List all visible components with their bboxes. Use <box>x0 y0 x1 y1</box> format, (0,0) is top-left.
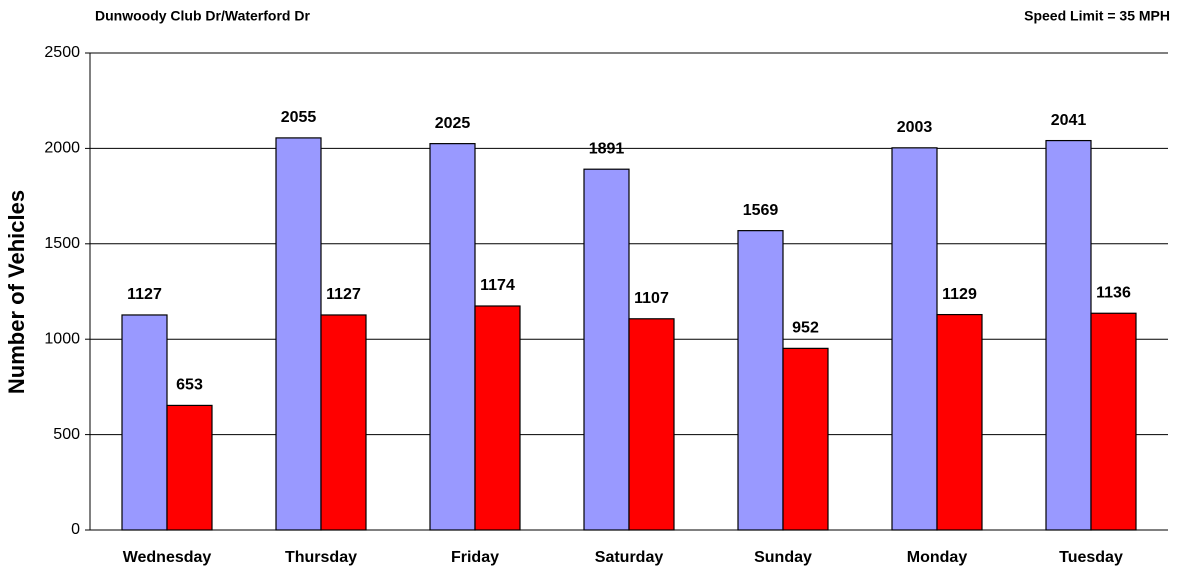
bar <box>1090 312 1137 531</box>
bar <box>166 404 213 531</box>
chart-title: Dunwoody Club Dr/Waterford Dr <box>95 8 310 24</box>
chart-subtitle: Speed Limit = 35 MPH <box>1024 8 1170 24</box>
x-tick-label: Monday <box>907 549 968 566</box>
bar <box>628 318 675 531</box>
bar <box>936 313 983 531</box>
data-label: 952 <box>792 320 819 337</box>
bar <box>737 230 784 531</box>
y-axis-label: Number of Vehicles <box>4 190 29 394</box>
data-label: 1129 <box>942 286 977 303</box>
data-label: 1891 <box>589 140 625 157</box>
data-label: 653 <box>176 377 203 394</box>
data-label: 1127 <box>326 286 361 303</box>
data-label: 2003 <box>897 119 933 136</box>
bar <box>320 314 367 531</box>
bar <box>429 143 476 531</box>
data-label: 1127 <box>127 286 162 303</box>
x-tick-label: Tuesday <box>1059 549 1123 566</box>
y-tick-label: 2000 <box>44 140 80 157</box>
y-tick-label: 2500 <box>44 44 80 61</box>
bar <box>1045 139 1092 531</box>
bar <box>891 147 938 531</box>
data-label: 1136 <box>1096 284 1131 301</box>
y-tick-label: 1500 <box>44 235 80 252</box>
x-tick-label: Thursday <box>285 549 357 566</box>
bar <box>275 137 322 531</box>
x-tick-label: Saturday <box>595 549 664 566</box>
data-label: 1107 <box>634 290 669 307</box>
y-tick-label: 0 <box>71 521 80 538</box>
data-label: 2025 <box>435 115 471 132</box>
x-tick-label: Friday <box>451 549 499 566</box>
x-tick-label: Wednesday <box>123 549 212 566</box>
x-tick-label: Sunday <box>754 549 812 566</box>
data-label: 1569 <box>743 202 779 219</box>
data-label: 2055 <box>281 109 317 126</box>
bar <box>583 168 630 531</box>
data-label: 2041 <box>1051 112 1087 129</box>
bar <box>782 347 829 531</box>
data-label: 1174 <box>480 277 515 294</box>
y-tick-label: 500 <box>53 426 80 443</box>
bar <box>121 314 168 531</box>
y-tick-label: 1000 <box>44 330 80 347</box>
bar <box>474 305 521 531</box>
